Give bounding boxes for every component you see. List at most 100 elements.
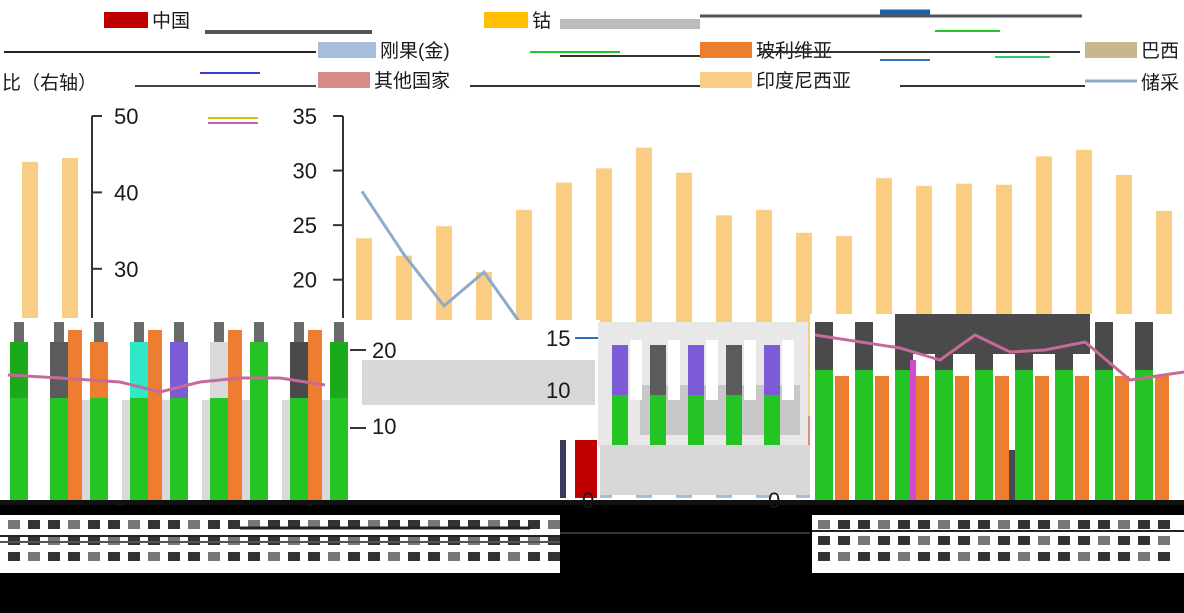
glitch-bar xyxy=(764,345,780,395)
x-label-glyph xyxy=(168,552,180,561)
x-label-glyph xyxy=(918,536,930,545)
legend-swatch xyxy=(318,42,376,58)
glitch-bar xyxy=(228,330,242,500)
x-label-glyph xyxy=(488,552,500,561)
glitch-bar xyxy=(148,330,162,500)
x-label-glyph xyxy=(1018,520,1030,529)
x-label-glyph xyxy=(268,520,280,529)
legend-swatch xyxy=(700,42,752,58)
x-label-glyph xyxy=(818,536,830,545)
x-label-glyph xyxy=(508,536,520,545)
x-label-glyph xyxy=(208,552,220,561)
x-label-glyph xyxy=(468,552,480,561)
legend-label: 刚果(金) xyxy=(380,40,450,62)
glitch-bar xyxy=(1135,322,1153,370)
glitch-bar xyxy=(744,340,756,400)
x-label-glyph xyxy=(348,520,360,529)
x-label-glyph xyxy=(388,552,400,561)
x-label-glyph xyxy=(858,520,870,529)
x-label-glyph xyxy=(388,520,400,529)
glitch-bar xyxy=(1155,376,1169,500)
x-label-glyph xyxy=(1118,536,1130,545)
glitch-bar xyxy=(90,398,108,500)
glitch-bar xyxy=(250,398,268,500)
x-label-glyph xyxy=(528,536,540,545)
glitch-bar xyxy=(688,345,704,395)
x-label-glyph xyxy=(488,520,500,529)
x-label-glyph xyxy=(288,552,300,561)
glitch-bar xyxy=(875,376,889,500)
x-label-glyph xyxy=(978,552,990,561)
glitch-bar xyxy=(935,322,953,370)
x-label-glyph xyxy=(68,552,80,561)
legend-swatch xyxy=(484,12,528,28)
x-label-glyph xyxy=(1058,552,1070,561)
x-label-glyph xyxy=(8,520,20,529)
x-label-glyph xyxy=(188,536,200,545)
x-label-glyph xyxy=(308,520,320,529)
x-label-glyph xyxy=(208,520,220,529)
glitch-bar xyxy=(290,342,308,398)
legend-label: 钴 xyxy=(532,10,551,32)
middle-axis-tick-label: 30 xyxy=(293,159,317,184)
glitch-bar xyxy=(855,322,873,370)
glitch-bar xyxy=(630,340,642,400)
glitch-block xyxy=(600,445,810,495)
x-label-glyph xyxy=(448,536,460,545)
x-label-glyph xyxy=(328,552,340,561)
x-label-glyph xyxy=(348,552,360,561)
x-label-glyph xyxy=(958,520,970,529)
glitch-bar xyxy=(1115,376,1129,500)
x-label-glyph xyxy=(168,536,180,545)
glitch-bar xyxy=(935,370,953,500)
x-label-glyph xyxy=(88,552,100,561)
x-label-glyph xyxy=(248,552,260,561)
x-label-glyph xyxy=(8,552,20,561)
x-label-glyph xyxy=(1118,520,1130,529)
glitch-bar xyxy=(668,340,680,400)
glitch-bar xyxy=(28,330,42,500)
x-label-glyph xyxy=(508,552,520,561)
x-label-glyph xyxy=(288,520,300,529)
glitch-bar xyxy=(170,398,188,500)
x-label-glyph xyxy=(188,520,200,529)
glitch-bar xyxy=(330,398,348,500)
glitch-bar xyxy=(290,398,308,500)
glitch-bar xyxy=(10,398,28,500)
x-label-glyph xyxy=(68,520,80,529)
legend-label: 印度尼西亚 xyxy=(756,70,851,92)
x-label-glyph xyxy=(348,536,360,545)
middle-axis-tick-label: 25 xyxy=(293,213,317,238)
x-label-glyph xyxy=(878,536,890,545)
x-label-glyph xyxy=(308,552,320,561)
x-label-glyph xyxy=(998,552,1010,561)
x-label-glyph xyxy=(328,520,340,529)
x-label-glyph xyxy=(528,552,540,561)
legend-swatch xyxy=(318,72,370,88)
x-label-glyph xyxy=(448,552,460,561)
glitch-bar xyxy=(612,395,628,445)
glitch-bar xyxy=(108,330,122,500)
x-label-glyph xyxy=(1158,552,1170,561)
x-label-glyph xyxy=(288,536,300,545)
x-label-glyph xyxy=(1158,536,1170,545)
x-label-glyph xyxy=(838,536,850,545)
x-label-glyph xyxy=(268,552,280,561)
x-label-glyph xyxy=(428,552,440,561)
x-label-glyph xyxy=(328,536,340,545)
x-label-glyph xyxy=(128,520,140,529)
glitch-bar xyxy=(170,342,188,398)
x-label-glyph xyxy=(918,552,930,561)
x-label-glyph xyxy=(858,552,870,561)
glitch-bar xyxy=(612,345,628,395)
line-series xyxy=(360,190,524,327)
x-label-glyph xyxy=(108,536,120,545)
glitch-bar xyxy=(94,322,104,342)
x-label-glyph xyxy=(958,536,970,545)
x-label-glyph xyxy=(368,536,380,545)
x-label-glyph xyxy=(1078,536,1090,545)
glitch-bar xyxy=(910,360,916,500)
x-label-glyph xyxy=(998,536,1010,545)
